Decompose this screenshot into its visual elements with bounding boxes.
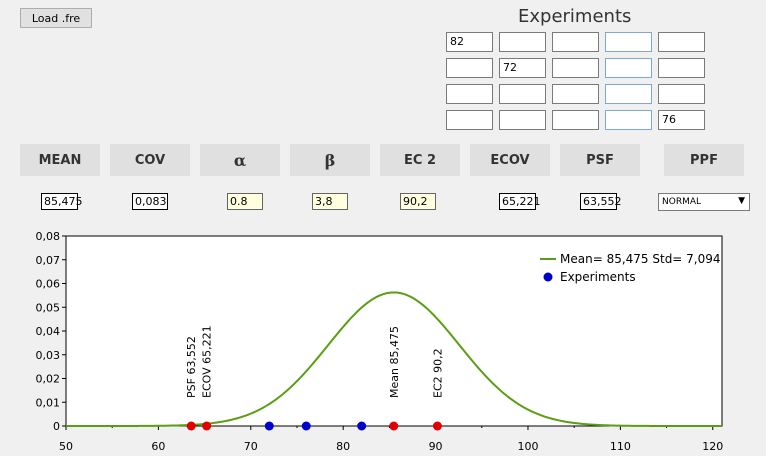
legend-experiments-label: Experiments: [560, 270, 636, 284]
header-ecov: ECOV: [470, 144, 550, 176]
cov-value: 0,083: [132, 193, 168, 210]
load-fre-button[interactable]: Load .fre: [20, 8, 92, 28]
experiment-point: [264, 421, 274, 431]
ppf-selected-value: NORMAL: [662, 197, 702, 207]
x-tick-label: 50: [59, 440, 73, 453]
experiments-title: Experiments: [518, 6, 632, 27]
header-mean: MEAN: [20, 144, 100, 176]
ppf-select[interactable]: NORMAL ▼: [658, 193, 750, 211]
x-tick-label: 90: [429, 440, 443, 453]
experiment-cell[interactable]: [552, 84, 599, 104]
experiment-cell[interactable]: [605, 110, 652, 130]
experiment-cell[interactable]: [552, 58, 599, 78]
experiment-cell[interactable]: [658, 84, 705, 104]
beta-input[interactable]: 3,8: [312, 193, 348, 210]
legend-curve-label: Mean= 85,475 Std= 7,094: [560, 252, 721, 266]
marker-label: EC2 90,2: [431, 348, 444, 398]
chevron-down-icon: ▼: [738, 196, 745, 206]
header-ppf: PPF: [664, 144, 744, 176]
x-tick-label: 70: [244, 440, 258, 453]
x-tick-label: 60: [151, 440, 165, 453]
marker-label: ECOV 65,221: [201, 325, 214, 398]
header-alpha: α: [200, 144, 280, 176]
marker-label: Mean 85,475: [388, 326, 401, 398]
distribution-curve: [66, 291, 722, 427]
y-tick-label: 0,04: [36, 325, 61, 338]
experiment-cell[interactable]: [605, 58, 652, 78]
ecov-value: 65,221: [499, 193, 541, 210]
experiment-cell[interactable]: [605, 84, 652, 104]
experiment-cell[interactable]: [658, 58, 705, 78]
header-ec2: EC 2: [380, 144, 460, 176]
experiment-point: [301, 421, 311, 431]
legend-experiments-swatch: [543, 272, 553, 282]
y-tick-label: 0,03: [36, 349, 61, 362]
y-tick-label: 0,08: [36, 230, 61, 243]
experiment-cell[interactable]: [605, 32, 652, 52]
experiment-cell[interactable]: [552, 32, 599, 52]
experiment-cell[interactable]: 72: [499, 58, 546, 78]
plot-area: [65, 235, 723, 427]
header-beta: β: [290, 144, 370, 176]
alpha-input[interactable]: 0.8: [227, 193, 263, 210]
mean-value: 85,475: [41, 193, 83, 210]
x-tick-label: 80: [336, 440, 350, 453]
experiment-cell[interactable]: [446, 84, 493, 104]
experiment-cell[interactable]: 76: [658, 110, 705, 130]
experiment-cell[interactable]: [658, 32, 705, 52]
y-tick-label: 0: [53, 420, 60, 433]
experiment-point: [357, 421, 367, 431]
marker-point: [432, 421, 442, 431]
experiment-cell[interactable]: [499, 110, 546, 130]
marker-point: [202, 421, 212, 431]
marker-label: PSF 63,552: [185, 336, 198, 398]
x-tick-label: 120: [702, 440, 723, 453]
header-cov: COV: [110, 144, 190, 176]
experiment-cell[interactable]: [446, 58, 493, 78]
marker-point: [186, 421, 196, 431]
experiment-cell[interactable]: [499, 84, 546, 104]
ec2-input[interactable]: 90,2: [400, 193, 436, 210]
y-tick-label: 0,02: [36, 373, 61, 386]
experiment-cell[interactable]: [552, 110, 599, 130]
header-psf: PSF: [560, 144, 640, 176]
experiment-cell[interactable]: [499, 32, 546, 52]
y-tick-label: 0,07: [36, 254, 61, 267]
x-tick-label: 110: [610, 440, 631, 453]
psf-value: 63,552: [580, 193, 622, 210]
experiment-cell[interactable]: 82: [446, 32, 493, 52]
experiment-cell[interactable]: [446, 110, 493, 130]
y-tick-label: 0,06: [36, 278, 61, 291]
y-tick-label: 0,05: [36, 301, 61, 314]
y-tick-label: 0,01: [36, 396, 61, 409]
marker-point: [389, 421, 399, 431]
x-tick-label: 100: [517, 440, 538, 453]
